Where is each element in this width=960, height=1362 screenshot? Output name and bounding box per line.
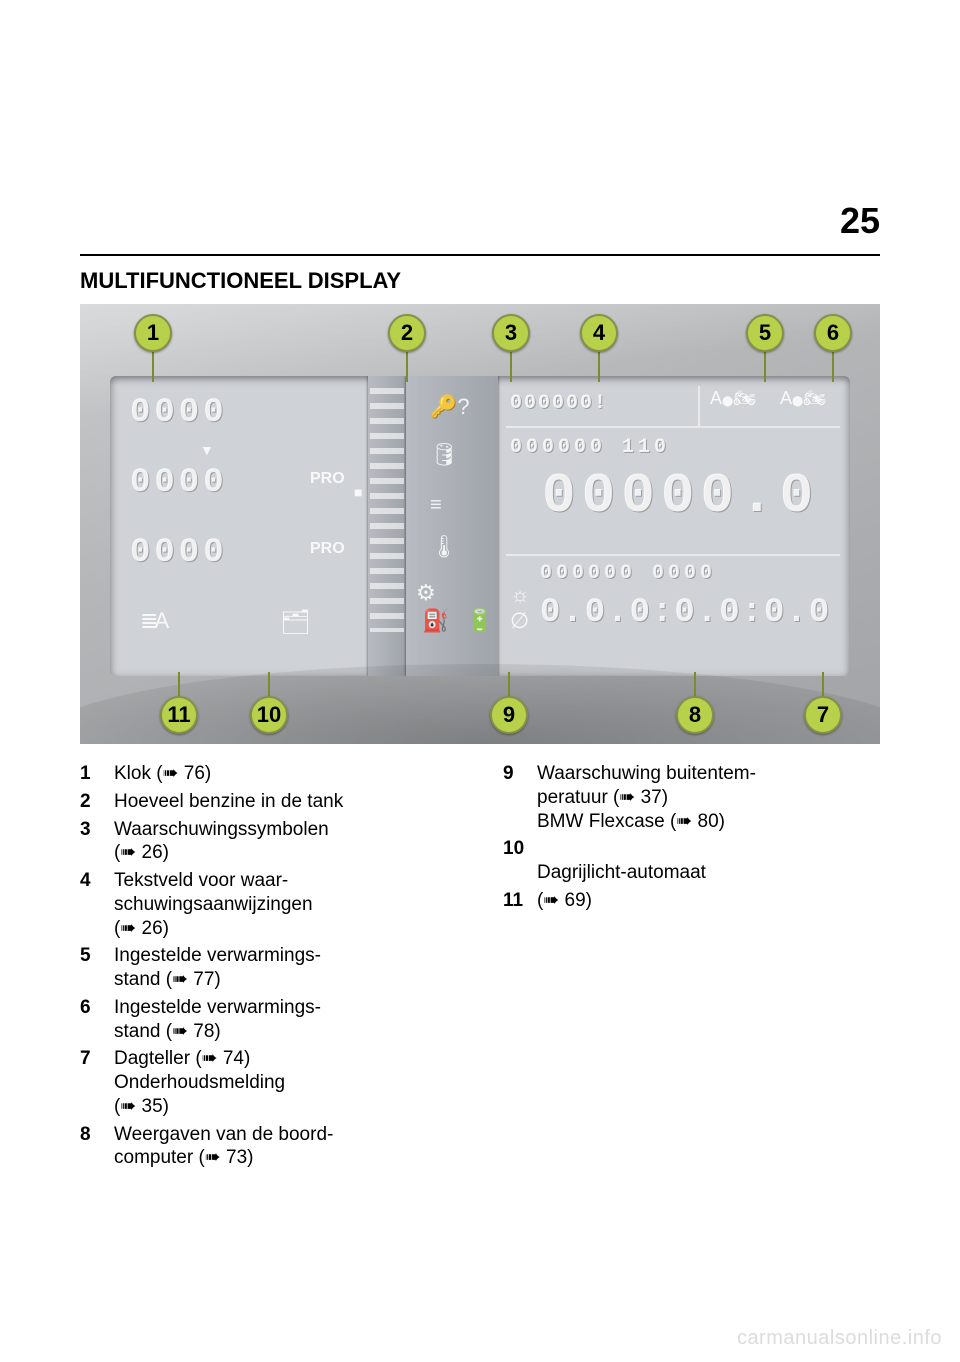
callout-leader: [764, 352, 766, 382]
legend-item-number: 7: [80, 1047, 114, 1118]
callout-4: 4: [580, 314, 618, 352]
bike-1-icon: A⬤🏍: [710, 388, 756, 409]
legend-item-number: 1: [80, 762, 114, 786]
legend-item-text: Dagteller (➠ 74)Onderhoudsmelding(➠ 35): [114, 1047, 457, 1118]
legend-item-number: 2: [80, 790, 114, 814]
seg-clock: 0.0.0:0.0:0.0: [540, 594, 831, 632]
legend-item: 6Ingestelde verwarmings-stand (➠ 78): [80, 996, 457, 1044]
callout-3: 3: [492, 314, 530, 352]
rule: [80, 254, 880, 256]
legend-item-text: Waarschuwingssymbolen(➠ 26): [114, 818, 457, 866]
legend-item: 11(➠ 69): [503, 889, 880, 913]
callout-leader: [510, 352, 512, 382]
legend-item-text: Dagrijlicht-automaat: [537, 837, 880, 885]
legend-item-number: 6: [80, 996, 114, 1044]
callout-leader: [822, 672, 824, 698]
seg-right-top2: 000000 110: [510, 436, 670, 459]
legend-col-right: 9Waarschuwing buitentem-peratuur (➠ 37)B…: [503, 762, 880, 1174]
seg-left-2: 0000: [130, 464, 228, 502]
callout-leader: [694, 672, 696, 698]
legend-item-text: Tekstveld voor waar-schuwingsaanwijzinge…: [114, 869, 457, 940]
lines-a-icon: ≣A: [140, 608, 169, 634]
lcd-panel: 0000 0000 0000 ▼ PRO PRO ■ ≣A 🗂 🔑? 🛢 ≡ 🌡…: [110, 376, 850, 676]
legend-item: 8Weergaven van de boord-computer (➠ 73): [80, 1123, 457, 1171]
callout-1: 1: [134, 314, 172, 352]
pro-label-2: PRO: [310, 540, 345, 558]
oil-icon: 🛢: [430, 442, 458, 468]
seg-left-3: 0000: [130, 534, 228, 572]
callout-6: 6: [814, 314, 852, 352]
legend-item-number: 11: [503, 889, 537, 913]
callout-2: 2: [388, 314, 426, 352]
seg-right-big: 00000.0: [542, 464, 819, 528]
legend-item-number: 4: [80, 869, 114, 940]
legend-item: 10Dagrijlicht-automaat: [503, 837, 880, 885]
legend-item: 1Klok (➠ 76): [80, 762, 457, 786]
legend-item: 9Waarschuwing buitentem-peratuur (➠ 37)B…: [503, 762, 880, 833]
callout-10: 10: [250, 696, 288, 734]
gauge-bars-icon: ≡: [430, 494, 442, 517]
manual-page: 25 MULTIFUNCTIONEEL DISPLAY 123456 11109…: [0, 0, 960, 1362]
watermark: carmanualsonline.info: [737, 1327, 942, 1350]
callout-5: 5: [746, 314, 784, 352]
legend-item: 7Dagteller (➠ 74)Onderhoudsmelding(➠ 35): [80, 1047, 457, 1118]
legend-item-number: 9: [503, 762, 537, 833]
callout-9: 9: [490, 696, 528, 734]
key-question-icon: 🔑?: [430, 394, 470, 420]
seg-right-bot1: 000000 0000: [540, 562, 716, 585]
temp-icon: 🌡: [430, 534, 458, 560]
callout-leader: [178, 672, 180, 698]
callout-leader: [598, 352, 600, 382]
bike-2-icon: A⬤🏍: [780, 388, 826, 409]
callout-7: 7: [804, 696, 842, 734]
legend-item-text: Hoeveel benzine in de tank: [114, 790, 457, 814]
callout-leader: [508, 672, 510, 698]
legend-item-text: (➠ 69): [537, 889, 880, 913]
legend-col-left: 1Klok (➠ 76)2Hoeveel benzine in de tank3…: [80, 762, 457, 1174]
battery-icon: 🔋: [466, 608, 493, 634]
display-figure: 1 2 3 4 56 11 10 9 8 7 0000 0000 0000 ▼ PRO PRO …: [80, 304, 880, 744]
legend: 1Klok (➠ 76)2Hoeveel benzine in de tank3…: [80, 762, 880, 1174]
card-shuffle-icon: 🗂: [280, 608, 310, 637]
page-number: 25: [840, 200, 880, 242]
callout-leader: [406, 352, 408, 382]
fuel-icon: ⛽: [422, 608, 449, 634]
legend-item-text: Ingestelde verwarmings-stand (➠ 77): [114, 944, 457, 992]
section-heading: MULTIFUNCTIONEEL DISPLAY: [80, 268, 401, 294]
seg-right-top1: 000000!: [510, 392, 608, 415]
engine-icon: ⚙: [416, 580, 436, 606]
sun-icon: ☼: [510, 582, 530, 608]
legend-item-number: 8: [80, 1123, 114, 1171]
legend-item-text: Weergaven van de boord-computer (➠ 73): [114, 1123, 457, 1171]
pro-label-1: PRO: [310, 470, 345, 488]
seg-left-1: 0000: [130, 394, 228, 432]
legend-item-text: Waarschuwing buitentem-peratuur (➠ 37)BM…: [537, 762, 880, 833]
callout-11: 11: [160, 696, 198, 734]
callout-leader: [832, 352, 834, 382]
legend-item-text: Klok (➠ 76): [114, 762, 457, 786]
legend-item: 3Waarschuwingssymbolen(➠ 26): [80, 818, 457, 866]
slash-circle-icon: ∅: [510, 608, 529, 634]
callout-8: 8: [676, 696, 714, 734]
callout-leader: [268, 672, 270, 698]
legend-item: 2Hoeveel benzine in de tank: [80, 790, 457, 814]
legend-item-number: 5: [80, 944, 114, 992]
legend-item-number: 3: [80, 818, 114, 866]
legend-item-text: Ingestelde verwarmings-stand (➠ 78): [114, 996, 457, 1044]
legend-item: 5Ingestelde verwarmings-stand (➠ 77): [80, 944, 457, 992]
legend-item-number: 10: [503, 837, 537, 885]
legend-item: 4Tekstveld voor waar-schuwingsaanwijzing…: [80, 869, 457, 940]
callout-leader: [152, 352, 154, 382]
